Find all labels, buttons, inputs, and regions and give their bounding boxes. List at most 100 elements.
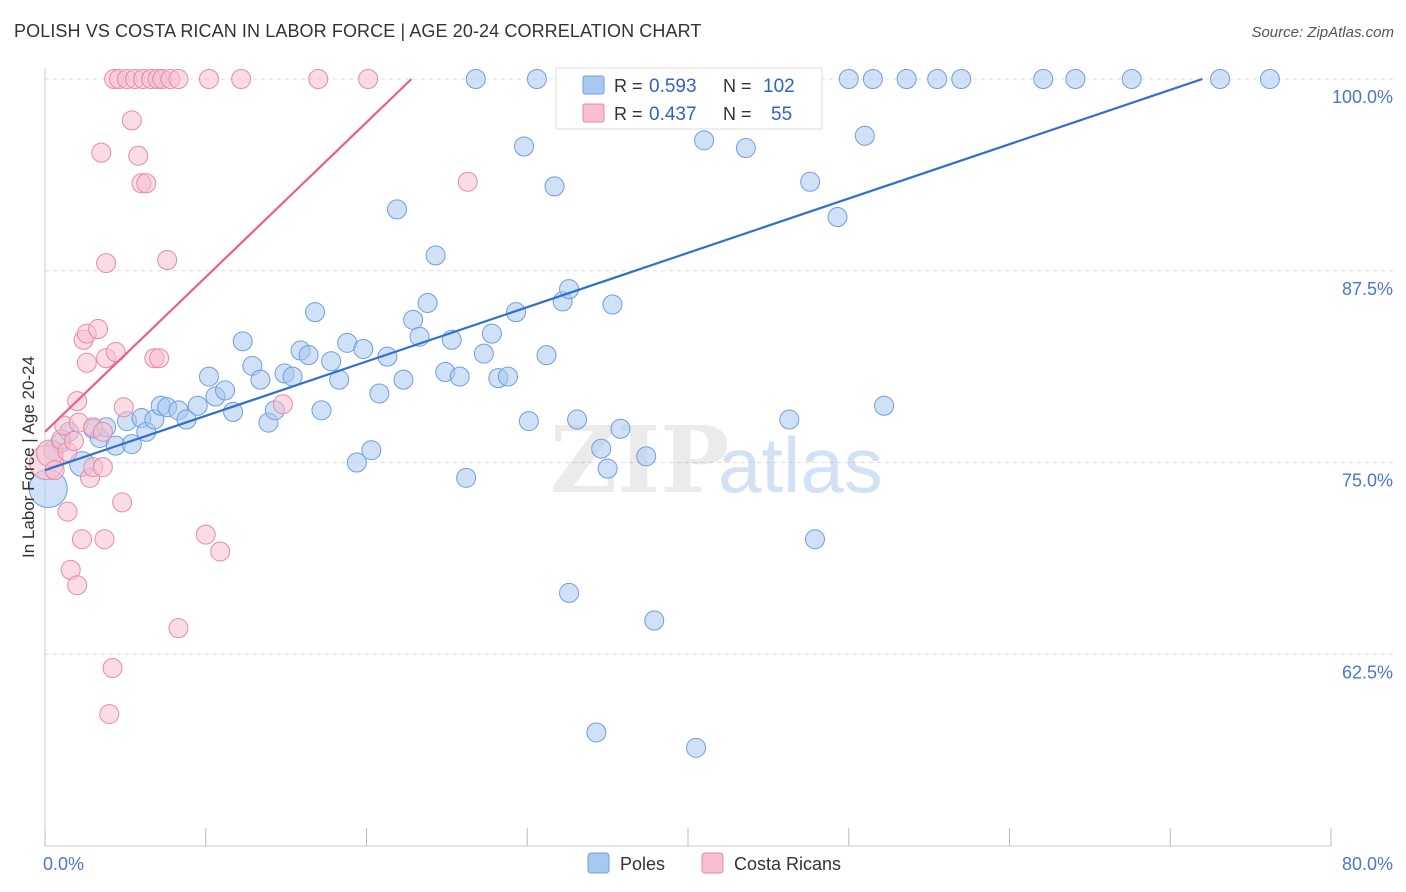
point-poles-21 bbox=[215, 380, 236, 401]
point-costa-ricans-8 bbox=[63, 431, 84, 452]
point-poles-96 bbox=[951, 69, 972, 89]
point-costa-ricans-21 bbox=[92, 457, 113, 478]
point-poles-44 bbox=[403, 309, 424, 330]
point-costa-ricans-45 bbox=[157, 250, 178, 271]
x-tick-label-0: 0.0% bbox=[43, 854, 84, 874]
point-poles-42 bbox=[387, 199, 408, 220]
legend: R = 0.593 N = 102 R = 0.437 N = 55 bbox=[555, 67, 823, 130]
point-costa-ricans-34 bbox=[121, 110, 142, 131]
point-poles-74 bbox=[636, 446, 657, 467]
x-tick-label-1: 80.0% bbox=[1342, 854, 1393, 874]
point-poles-75 bbox=[644, 610, 665, 631]
point-costa-ricans-53 bbox=[272, 394, 293, 415]
point-poles-61 bbox=[536, 345, 557, 366]
point-poles-90 bbox=[838, 69, 859, 89]
point-poles-34 bbox=[321, 351, 342, 372]
point-costa-ricans-39 bbox=[136, 173, 157, 194]
bottom-legend-swatch-costa-ricans bbox=[701, 852, 724, 874]
point-costa-ricans-49 bbox=[195, 524, 216, 545]
chart-source: Source: ZipAtlas.com bbox=[1251, 24, 1394, 41]
bottom-legend-swatch-poles bbox=[587, 852, 610, 874]
legend-r-value-2: 0.437 bbox=[649, 104, 697, 125]
legend-swatch-poles bbox=[582, 75, 605, 95]
point-poles-50 bbox=[449, 366, 470, 387]
point-poles-37 bbox=[346, 452, 367, 473]
point-poles-88 bbox=[804, 529, 825, 550]
point-costa-ricans-54 bbox=[308, 69, 329, 89]
legend-n-value-2: 55 bbox=[771, 104, 792, 125]
trend-line-costa-ricans bbox=[44, 78, 413, 433]
point-costa-ricans-29 bbox=[105, 342, 126, 363]
point-poles-53 bbox=[473, 343, 494, 364]
point-poles-57 bbox=[505, 302, 526, 323]
point-poles-97 bbox=[1033, 69, 1054, 89]
chart-title: POLISH VS COSTA RICAN IN LABOR FORCE | A… bbox=[14, 21, 702, 41]
point-poles-47 bbox=[425, 245, 446, 266]
point-poles-52 bbox=[465, 69, 486, 89]
point-poles-56 bbox=[497, 366, 518, 387]
point-poles-51 bbox=[456, 467, 477, 488]
point-costa-ricans-47 bbox=[168, 69, 189, 89]
point-poles-71 bbox=[610, 418, 631, 439]
trend-line-poles bbox=[44, 77, 1203, 472]
legend-r-label-1: R = bbox=[614, 76, 643, 96]
bottom-legend: Poles Costa Ricans bbox=[587, 852, 841, 874]
point-poles-99 bbox=[1121, 69, 1142, 89]
point-poles-79 bbox=[694, 130, 715, 151]
point-poles-54 bbox=[481, 323, 502, 344]
watermark: ZIP atlas bbox=[550, 406, 883, 514]
y-axis-title: In Labor Force | Age 20-24 bbox=[19, 356, 38, 558]
point-poles-92 bbox=[862, 69, 883, 89]
legend-n-label-1: N = bbox=[723, 76, 752, 96]
point-poles-58 bbox=[514, 136, 535, 157]
point-poles-68 bbox=[591, 438, 612, 459]
point-costa-ricans-56 bbox=[457, 171, 478, 192]
point-costa-ricans-52 bbox=[231, 69, 252, 89]
point-poles-87 bbox=[800, 171, 821, 192]
point-poles-40 bbox=[369, 383, 390, 404]
point-poles-18 bbox=[187, 395, 208, 416]
point-costa-ricans-36 bbox=[128, 145, 149, 166]
point-poles-32 bbox=[305, 302, 326, 323]
point-poles-83 bbox=[735, 138, 756, 159]
point-costa-ricans-26 bbox=[99, 704, 120, 725]
y-tick-label-3: 100.0% bbox=[1332, 87, 1393, 107]
point-poles-70 bbox=[602, 294, 623, 315]
legend-n-value-1: 102 bbox=[763, 76, 795, 97]
point-costa-ricans-27 bbox=[102, 658, 123, 679]
scatter-points bbox=[28, 69, 1280, 758]
legend-n-label-2: N = bbox=[723, 104, 752, 124]
y-tick-label-2: 87.5% bbox=[1342, 279, 1393, 299]
point-poles-89 bbox=[827, 207, 848, 228]
point-costa-ricans-19 bbox=[88, 319, 109, 340]
point-poles-104 bbox=[686, 737, 707, 758]
point-poles-25 bbox=[250, 369, 271, 390]
point-poles-31 bbox=[298, 345, 319, 366]
point-poles-101 bbox=[1259, 69, 1280, 89]
point-poles-60 bbox=[526, 69, 547, 89]
bottom-legend-label-costa-ricans: Costa Ricans bbox=[734, 854, 841, 874]
point-poles-103 bbox=[586, 722, 607, 743]
point-poles-62 bbox=[544, 176, 565, 197]
point-poles-39 bbox=[361, 440, 382, 461]
point-poles-38 bbox=[353, 338, 374, 359]
point-costa-ricans-31 bbox=[112, 492, 133, 513]
point-poles-43 bbox=[393, 369, 414, 390]
axes: 62.5% 75.0% 87.5% 100.0% 0.0% 80.0% bbox=[43, 68, 1393, 874]
point-poles-59 bbox=[518, 411, 539, 432]
point-poles-46 bbox=[417, 292, 438, 313]
point-costa-ricans-55 bbox=[358, 69, 379, 89]
point-costa-ricans-9 bbox=[67, 575, 88, 596]
point-costa-ricans-23 bbox=[91, 142, 112, 163]
point-poles-85 bbox=[779, 409, 800, 430]
point-costa-ricans-24 bbox=[94, 529, 115, 550]
point-poles-69 bbox=[597, 458, 618, 479]
point-costa-ricans-25 bbox=[96, 253, 117, 274]
point-costa-ricans-5 bbox=[57, 501, 78, 522]
point-costa-ricans-51 bbox=[210, 541, 231, 562]
point-poles-19 bbox=[198, 366, 219, 387]
bottom-legend-label-poles: Poles bbox=[620, 854, 665, 874]
point-poles-23 bbox=[232, 331, 253, 352]
point-poles-33 bbox=[311, 400, 332, 421]
